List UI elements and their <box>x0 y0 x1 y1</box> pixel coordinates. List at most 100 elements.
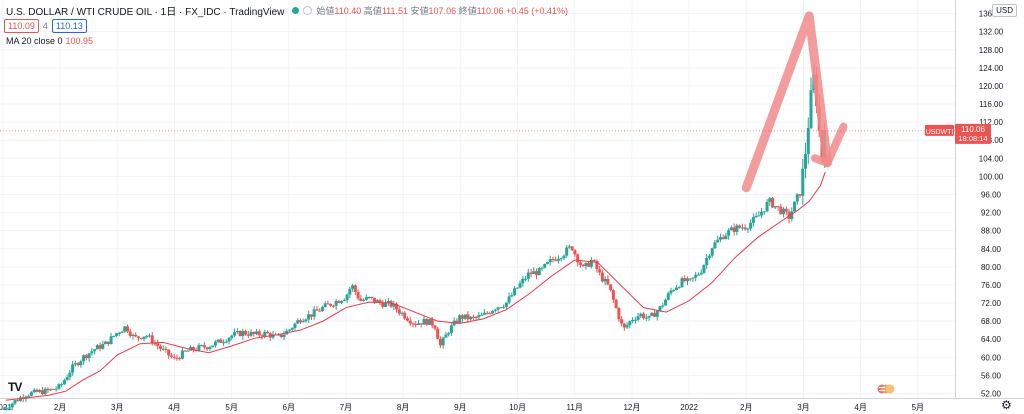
candle <box>611 290 615 300</box>
candle <box>537 268 541 276</box>
candle <box>510 295 514 297</box>
candle <box>633 319 637 321</box>
bid-button[interactable]: 110.09 <box>4 19 39 33</box>
candle <box>694 274 698 278</box>
candle <box>488 313 492 315</box>
candle <box>524 278 528 280</box>
candle <box>150 335 154 344</box>
x-tick-label: 4月 <box>854 403 866 412</box>
candle <box>606 278 610 285</box>
candle <box>647 315 651 318</box>
candle <box>535 271 539 276</box>
candle <box>425 318 429 325</box>
y-tick-label: 60.00 <box>981 353 1002 362</box>
candle <box>337 301 341 303</box>
x-tick-label: 2021 <box>0 403 12 412</box>
candle <box>790 211 794 219</box>
eye-icon[interactable] <box>303 5 313 15</box>
gear-icon[interactable]: ⚙ <box>1001 398 1012 412</box>
candle <box>208 347 212 350</box>
candle <box>175 357 179 359</box>
candle <box>620 319 624 324</box>
candle <box>664 299 668 306</box>
candle <box>655 310 659 317</box>
tradingview-logo[interactable]: TV <box>8 380 22 394</box>
candle <box>749 222 753 229</box>
candle <box>104 341 108 345</box>
candle <box>216 339 220 342</box>
candle <box>109 336 113 345</box>
candle <box>131 334 135 337</box>
candle <box>757 215 761 217</box>
candle <box>416 323 420 325</box>
candle <box>746 228 750 230</box>
candle <box>279 334 283 337</box>
candle <box>235 330 239 333</box>
candle <box>603 278 607 282</box>
candle <box>315 309 319 311</box>
x-tick-label: 6月 <box>283 403 295 412</box>
candle <box>84 355 88 359</box>
us-flag-icon[interactable] <box>876 384 896 394</box>
x-tick-label: 2月 <box>740 403 752 412</box>
y-tick-label: 72.00 <box>981 299 1002 308</box>
candle <box>598 269 602 273</box>
ohlc-values: 始値110.40 高値111.51 安値107.06 終値110.06 +0.4… <box>316 5 569 16</box>
indicator-legend[interactable]: MA 20 close 0 100.95 <box>6 36 93 46</box>
candle <box>95 345 99 350</box>
symbol-title[interactable]: U.S. DOLLAR / WTI CRUDE OIL · 1日 · FX_ID… <box>6 6 285 18</box>
candle <box>806 128 810 155</box>
price-tag-bg <box>955 123 991 144</box>
y-tick-label: 56.00 <box>981 371 1002 380</box>
candle <box>732 227 736 232</box>
candle <box>40 390 44 395</box>
candle <box>707 255 711 258</box>
candles <box>2 64 827 411</box>
candle <box>13 400 17 404</box>
x-tick-label: 8月 <box>397 403 409 412</box>
ask-button[interactable]: 110.13 <box>51 19 87 33</box>
candle <box>73 363 77 365</box>
candle <box>773 206 777 208</box>
candle <box>142 336 146 339</box>
y-tick-label: 108.00 <box>979 136 1004 145</box>
candle <box>153 343 157 345</box>
candle <box>562 255 566 259</box>
candle <box>798 194 802 196</box>
candle <box>661 305 665 307</box>
candle <box>463 314 467 319</box>
candle <box>650 312 654 316</box>
y-tick-label: 120.00 <box>979 82 1004 91</box>
candle <box>556 258 560 261</box>
candle <box>213 341 217 346</box>
bid-ask-panel: 110.09 4 110.13 <box>4 19 87 33</box>
candle <box>186 350 190 352</box>
candle <box>617 308 621 320</box>
candle <box>241 330 245 337</box>
candle <box>356 291 360 299</box>
candle <box>595 261 599 270</box>
candle <box>362 299 366 301</box>
candle <box>554 259 558 261</box>
candle <box>117 332 121 334</box>
candle <box>795 194 799 202</box>
y-tick-label: 68.00 <box>981 317 1002 326</box>
candle <box>290 328 294 330</box>
candle <box>101 344 105 349</box>
candle <box>471 316 475 318</box>
candle <box>90 351 94 354</box>
x-tick-label: 5月 <box>912 403 924 412</box>
candle <box>222 342 226 344</box>
candle <box>631 319 635 322</box>
candle <box>691 277 695 279</box>
candle <box>137 336 141 338</box>
x-tick-label: 2022 <box>680 403 698 412</box>
candle <box>35 389 39 392</box>
currency-button[interactable]: USD <box>992 4 1017 17</box>
candle <box>675 287 679 290</box>
candle <box>296 320 300 324</box>
candle <box>414 323 418 325</box>
candle <box>224 341 228 343</box>
candle <box>246 334 250 336</box>
